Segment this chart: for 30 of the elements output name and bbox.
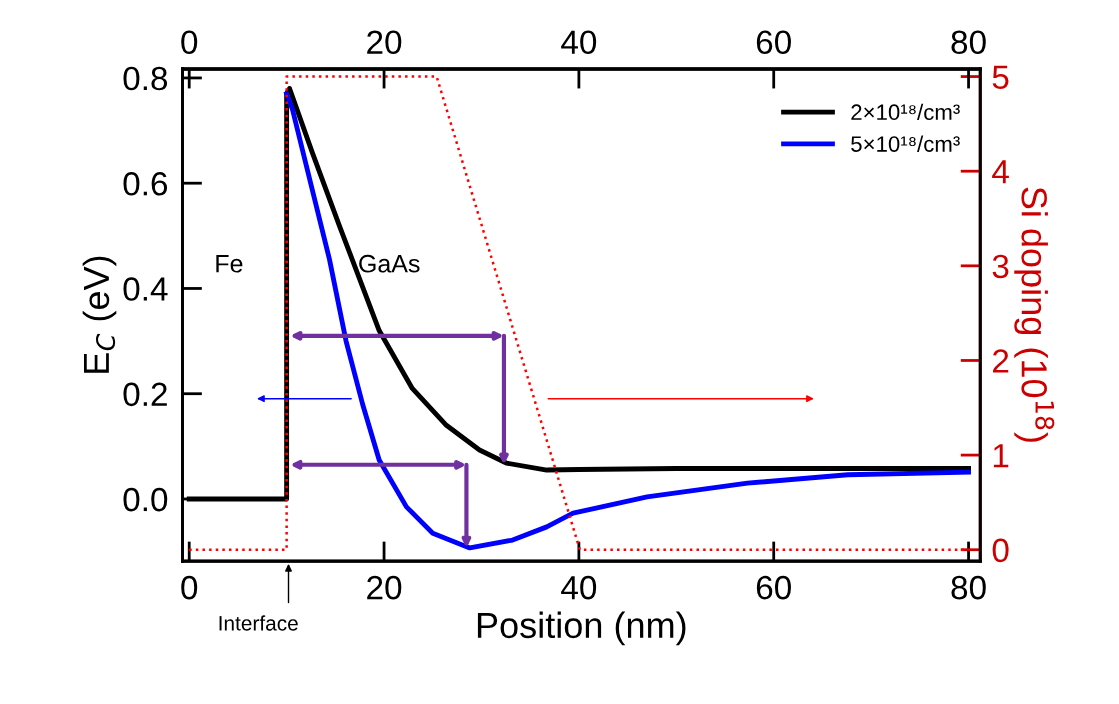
- y-tick-label: 0.0: [123, 487, 168, 512]
- y2-tick-label: 5: [992, 65, 1009, 89]
- x-tick-label: 20: [367, 575, 402, 600]
- x2-tick-label: 40: [561, 30, 597, 55]
- x-axis-title: Position (nm): [477, 611, 686, 646]
- y2-tick-label: 1: [993, 444, 1009, 468]
- x2-tick-label: 20: [367, 30, 402, 55]
- y-tick-label: 0.4: [123, 277, 168, 301]
- text: Interface: [219, 615, 298, 631]
- legend-label: 2×10¹⁸/cm³: [851, 103, 960, 121]
- y2-tick-label: 4: [992, 160, 1009, 184]
- x2-tick-label: 60: [756, 30, 791, 55]
- x-tick-label: 80: [951, 575, 986, 600]
- annotation: Fe: [216, 255, 243, 273]
- line-series: [284, 91, 971, 551]
- legend-label: 5×10¹⁸/cm³: [851, 135, 960, 152]
- y-axis-title: E$_{C}$ (eV): [82, 256, 117, 373]
- x-tick-label: 0: [181, 575, 198, 600]
- y2-tick-label: 2: [993, 349, 1009, 373]
- y2-tick-label: 0: [992, 538, 1009, 563]
- y-tick-label: 0.2: [123, 382, 167, 407]
- x2-tick-label: 80: [951, 30, 986, 55]
- x-tick-label: 60: [756, 575, 791, 600]
- x2-tick-label: 0: [181, 30, 198, 55]
- y2-tick-label: 3: [992, 254, 1009, 279]
- x-tick-label: 40: [561, 575, 597, 600]
- y-tick-label: 0.8: [123, 66, 168, 91]
- y-tick-label: 0.6: [123, 172, 168, 196]
- annotation: GaAs: [359, 254, 420, 273]
- y2-axis-title: Si doping (10$^{18}$): [1014, 187, 1055, 442]
